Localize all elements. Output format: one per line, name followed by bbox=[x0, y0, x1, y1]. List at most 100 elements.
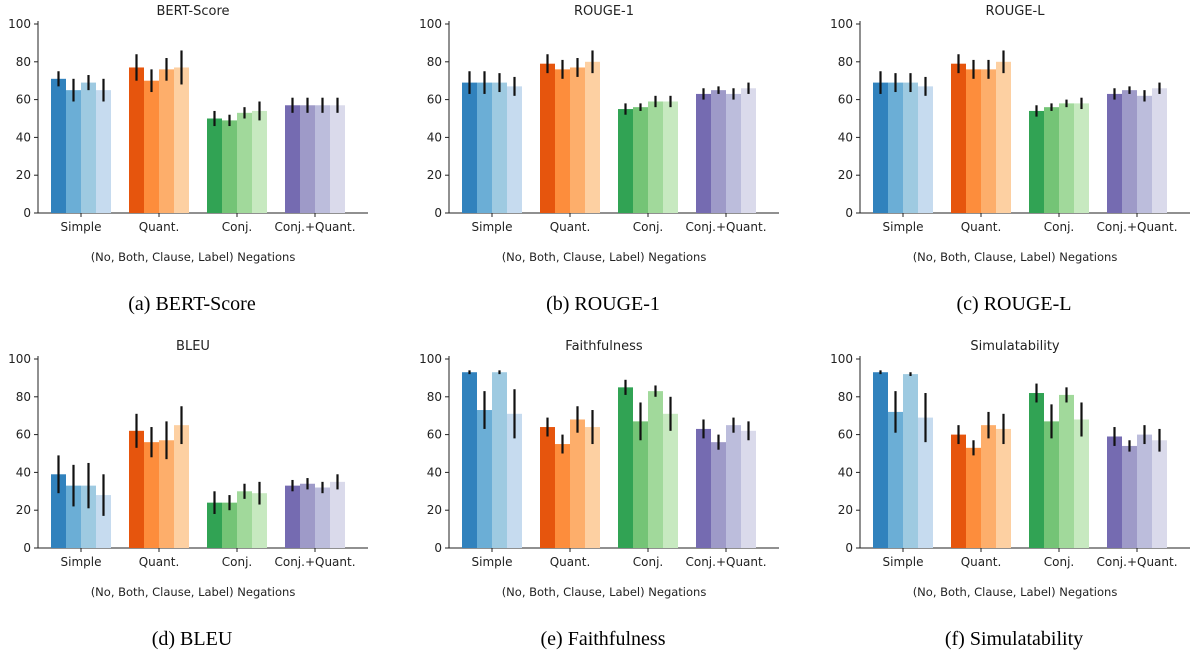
x-tick-label: Simple bbox=[472, 555, 513, 569]
bar bbox=[918, 86, 933, 213]
chart-title: BERT-Score bbox=[156, 4, 229, 19]
subfigure-caption: (b) ROUGE-1 bbox=[546, 293, 660, 315]
bar bbox=[1122, 445, 1137, 548]
bar bbox=[1029, 393, 1044, 548]
x-tick-label: Conj.+Quant. bbox=[1096, 555, 1177, 569]
y-tick-label: 80 bbox=[16, 55, 31, 69]
bar bbox=[951, 63, 966, 213]
y-tick-label: 80 bbox=[838, 55, 853, 69]
x-tick-label: Quant. bbox=[139, 555, 180, 569]
bar bbox=[951, 434, 966, 548]
bar bbox=[96, 90, 111, 213]
bar bbox=[711, 90, 726, 213]
bar bbox=[492, 372, 507, 548]
bar bbox=[726, 93, 741, 213]
y-tick-label: 60 bbox=[838, 428, 853, 442]
bar bbox=[144, 80, 159, 213]
chart-title: ROUGE-L bbox=[985, 4, 1045, 19]
bar bbox=[711, 442, 726, 548]
bar bbox=[966, 69, 981, 213]
bar bbox=[492, 82, 507, 213]
y-tick-label: 0 bbox=[845, 206, 853, 220]
bar bbox=[540, 427, 555, 548]
bar bbox=[252, 110, 267, 213]
bar bbox=[1044, 107, 1059, 213]
bar bbox=[1059, 394, 1074, 548]
chart-title: Simulatability bbox=[970, 339, 1060, 354]
y-tick-label: 20 bbox=[16, 503, 31, 517]
chart-svg: BLEU 0 20 40 60 80 100 Simple Quant. Conj. Conj.+Q… bbox=[8, 339, 368, 599]
y-tick-label: 60 bbox=[427, 428, 442, 442]
bar bbox=[207, 502, 222, 548]
bar bbox=[477, 410, 492, 548]
bar bbox=[570, 67, 585, 213]
bar bbox=[315, 105, 330, 213]
subfigure-caption: (a) BERT-Score bbox=[128, 293, 256, 315]
bar bbox=[648, 101, 663, 213]
chart-title: Faithfulness bbox=[565, 339, 643, 354]
y-tick-label: 80 bbox=[16, 390, 31, 404]
bar bbox=[315, 487, 330, 548]
bar bbox=[285, 485, 300, 548]
bar bbox=[648, 391, 663, 548]
bar bbox=[741, 430, 756, 548]
y-tick-label: 20 bbox=[838, 168, 853, 182]
bar bbox=[66, 90, 81, 213]
bar bbox=[81, 82, 96, 213]
bar bbox=[237, 491, 252, 548]
y-tick-label: 100 bbox=[419, 352, 442, 366]
bar bbox=[663, 101, 678, 213]
x-tick-label: Simple bbox=[883, 555, 924, 569]
x-tick-label: Conj.+Quant. bbox=[685, 220, 766, 234]
y-tick-label: 100 bbox=[830, 352, 853, 366]
bar bbox=[330, 105, 345, 213]
bar bbox=[996, 428, 1011, 548]
x-tick-label: Simple bbox=[61, 220, 102, 234]
x-tick-label: Simple bbox=[472, 220, 513, 234]
bar bbox=[51, 78, 66, 213]
y-tick-label: 80 bbox=[427, 390, 442, 404]
y-tick-label: 0 bbox=[23, 206, 31, 220]
bar bbox=[585, 427, 600, 548]
x-tick-label: Conj. bbox=[633, 220, 663, 234]
chart-panel: BERT-Score 0 20 40 60 80 100 Simple Quant. Conj. C… bbox=[0, 0, 380, 270]
chart-panel: Simulatability 0 20 40 60 80 100 Simple Quant. Co… bbox=[822, 335, 1194, 605]
x-axis-label: (No, Both, Clause, Label) Negations bbox=[91, 250, 296, 264]
bar bbox=[222, 502, 237, 548]
y-tick-label: 100 bbox=[8, 352, 31, 366]
x-tick-label: Conj. bbox=[222, 555, 252, 569]
bar bbox=[207, 118, 222, 213]
bar bbox=[903, 82, 918, 213]
y-tick-label: 40 bbox=[427, 130, 442, 144]
y-tick-label: 0 bbox=[434, 541, 442, 555]
y-tick-label: 100 bbox=[830, 17, 853, 31]
bar bbox=[1044, 421, 1059, 548]
bar bbox=[129, 430, 144, 548]
bar bbox=[507, 86, 522, 213]
bar bbox=[633, 421, 648, 548]
x-tick-label: Quant. bbox=[550, 555, 591, 569]
bar bbox=[462, 372, 477, 548]
x-tick-label: Quant. bbox=[550, 220, 591, 234]
subfigure-caption: (c) ROUGE-L bbox=[956, 293, 1072, 315]
x-tick-label: Conj. bbox=[1044, 220, 1074, 234]
bar bbox=[888, 82, 903, 213]
bar bbox=[1059, 103, 1074, 213]
bar bbox=[918, 417, 933, 548]
bar bbox=[618, 387, 633, 548]
bar bbox=[981, 425, 996, 548]
x-tick-label: Quant. bbox=[961, 220, 1002, 234]
bar bbox=[462, 82, 477, 213]
y-tick-label: 20 bbox=[16, 168, 31, 182]
bar bbox=[981, 69, 996, 213]
y-tick-label: 0 bbox=[23, 541, 31, 555]
bar bbox=[66, 485, 81, 548]
bar bbox=[555, 69, 570, 213]
bar bbox=[300, 105, 315, 213]
y-tick-label: 40 bbox=[838, 130, 853, 144]
y-tick-label: 80 bbox=[427, 55, 442, 69]
bar bbox=[285, 105, 300, 213]
x-tick-label: Conj.+Quant. bbox=[274, 555, 355, 569]
x-axis-label: (No, Both, Clause, Label) Negations bbox=[913, 250, 1118, 264]
